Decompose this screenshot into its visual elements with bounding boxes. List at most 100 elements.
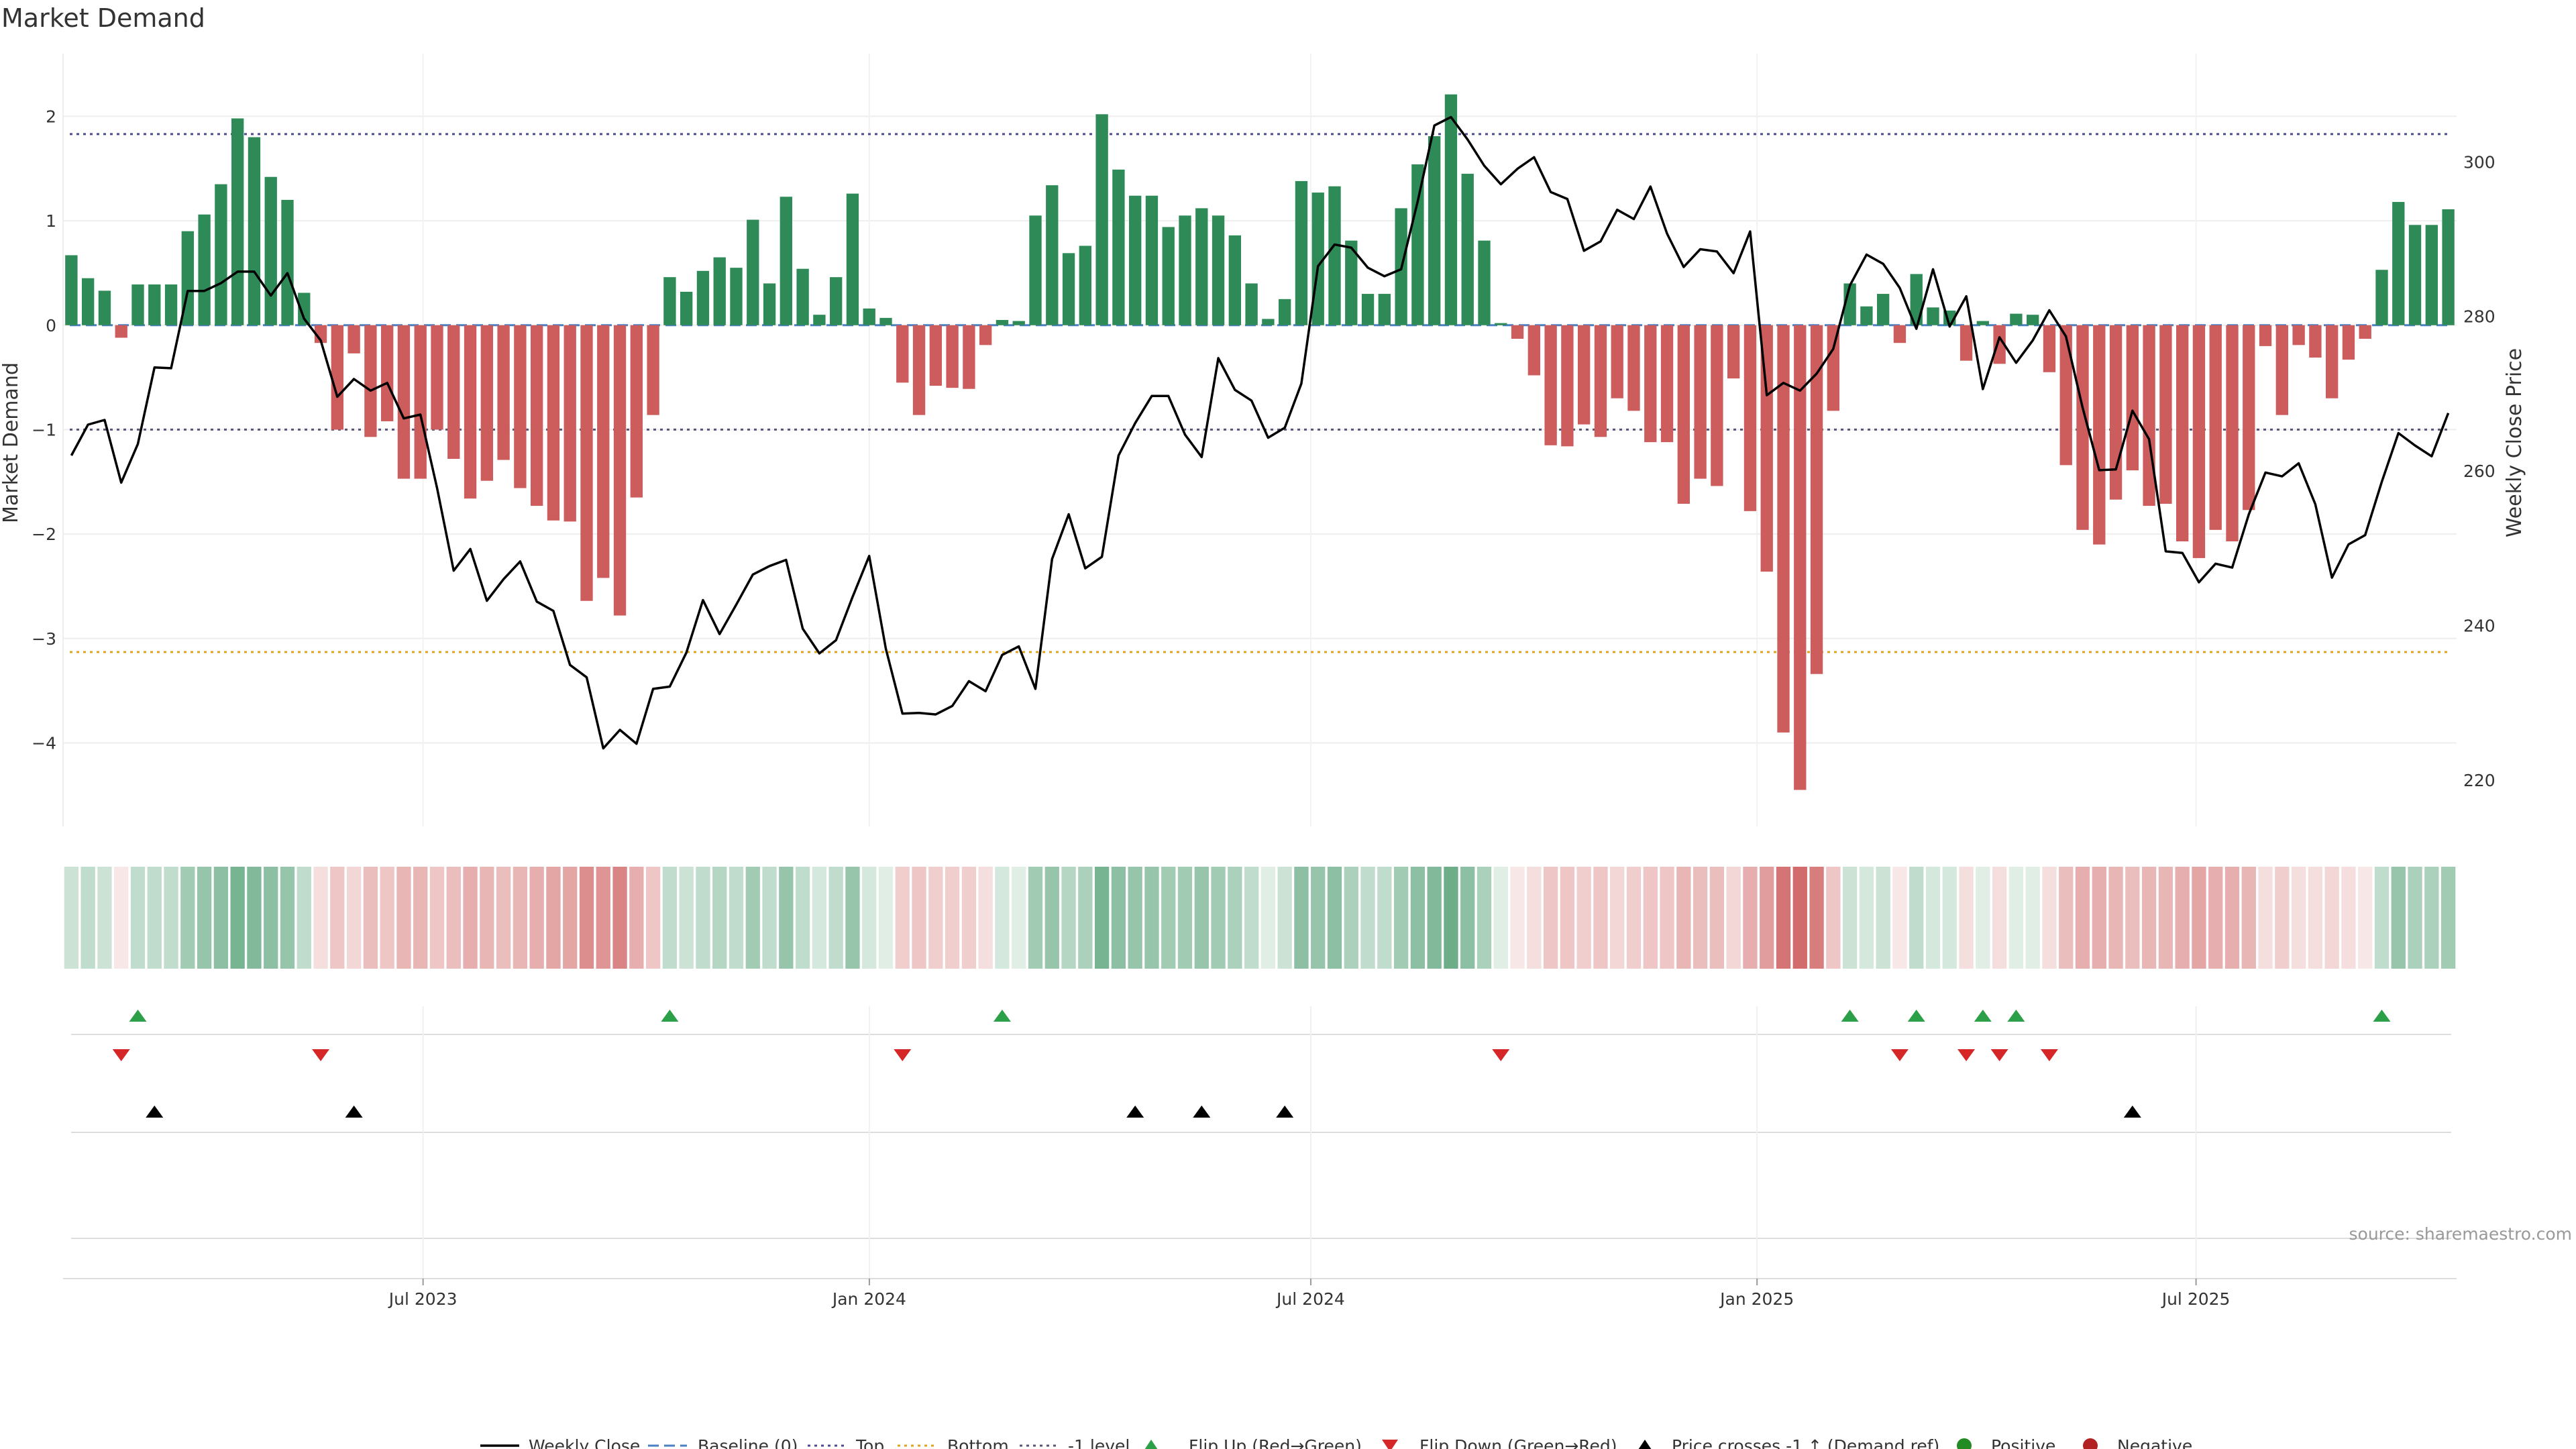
demand-bar — [2192, 325, 2206, 558]
demand-bar — [431, 325, 443, 430]
demand-bar — [148, 284, 161, 325]
heat-cell — [828, 867, 843, 969]
demand-bar — [2342, 325, 2355, 360]
heat-cell — [1709, 867, 1725, 969]
heat-cell — [1128, 867, 1142, 969]
legend-positive-label: Positive — [1991, 1436, 2055, 1449]
demand-bar — [2176, 325, 2189, 542]
heat-cell — [147, 867, 162, 969]
heat-cell — [1992, 867, 2007, 969]
heat-cell — [928, 867, 943, 969]
demand-bar — [630, 325, 643, 498]
heat-cell — [2208, 867, 2223, 969]
flip-down-marker — [1990, 1049, 2008, 1061]
heat-cell — [2374, 867, 2390, 969]
heat-cell — [1959, 867, 1974, 969]
demand-bar — [979, 325, 992, 345]
heat-cell — [1760, 867, 1774, 969]
demand-bar — [1960, 325, 1973, 361]
demand-bar — [647, 325, 659, 415]
left-axis-title: Market Demand — [0, 362, 23, 523]
demand-bar — [1029, 215, 1042, 325]
heat-cell — [413, 867, 428, 969]
demand-bar — [564, 325, 576, 522]
demand-bar — [1893, 325, 1907, 343]
demand-bar — [2442, 209, 2455, 325]
heat-cell — [2424, 867, 2439, 969]
heat-cell — [729, 867, 744, 969]
demand-heat-strip — [64, 867, 2456, 969]
y2-tick-label: 260 — [2463, 462, 2496, 481]
heat-cell — [2059, 867, 2074, 969]
heat-cell — [645, 867, 661, 969]
y-tick-label: −3 — [32, 629, 56, 649]
x-tick-label: Jul 2023 — [388, 1289, 458, 1309]
heat-cell — [529, 867, 544, 969]
x-axis: Jul 2023 Jan 2024 Jul 2024 Jan 2025 Jul 2025 — [388, 1279, 2230, 1309]
demand-bar — [1577, 325, 1591, 425]
demand-bar — [2076, 325, 2089, 530]
demand-bar — [846, 193, 859, 325]
heat-cell — [213, 867, 229, 969]
heat-cell — [1925, 867, 1941, 969]
heat-cell — [2025, 867, 2040, 969]
demand-bar — [2359, 325, 2371, 339]
x-tick-label: Jan 2024 — [831, 1289, 906, 1309]
heat-cell — [346, 867, 362, 969]
heat-cell — [180, 867, 195, 969]
demand-bar — [1927, 307, 1939, 325]
heat-cell — [1344, 867, 1358, 969]
heat-cell — [662, 867, 678, 969]
demand-bar — [1195, 208, 1208, 325]
price-cross-marker — [1126, 1106, 1144, 1118]
demand-bar — [231, 118, 244, 325]
legend-item-bottom: Bottom — [898, 1436, 1009, 1449]
heat-cell — [1360, 867, 1375, 969]
legend-item-negative: Negative — [2083, 1436, 2192, 1449]
demand-bar — [996, 319, 1009, 325]
demand-bar — [1743, 325, 1757, 511]
heat-cell — [2158, 867, 2174, 969]
source-label: source: sharemaestro.com — [2349, 1224, 2573, 1244]
heat-cell — [80, 867, 95, 969]
flip-up-marker — [129, 1010, 147, 1022]
heat-cell — [2141, 867, 2157, 969]
legend-item-baseline: Baseline (0) — [648, 1436, 798, 1449]
demand-bar — [364, 325, 377, 437]
heat-cell — [513, 867, 528, 969]
demand-bar — [780, 197, 793, 325]
heat-cell — [1260, 867, 1276, 969]
heat-cell — [1643, 867, 1658, 969]
price-cross-markers — [146, 1106, 2141, 1118]
heat-cell — [1410, 867, 1426, 969]
heat-cell — [1427, 867, 1442, 969]
heat-cell — [1177, 867, 1193, 969]
legend-close-label: Weekly Close — [529, 1436, 640, 1449]
flip-up-marker — [2373, 1010, 2391, 1022]
right-axis-title: Weekly Close Price — [2503, 348, 2526, 537]
y2-tick-label: 280 — [2463, 307, 2496, 327]
heat-cell — [2175, 867, 2190, 969]
heat-cell — [563, 867, 578, 969]
heat-cell — [2224, 867, 2240, 969]
demand-bar — [115, 325, 127, 338]
demand-bar — [1976, 321, 1990, 325]
heat-cell — [429, 867, 445, 969]
main-panel: 2 1 0 −1 −2 −3 −4 300 280 260 240 220 — [32, 54, 2496, 826]
demand-bar — [1561, 325, 1574, 447]
demand-bar — [1627, 325, 1640, 411]
demand-bar — [879, 317, 892, 325]
heat-cell — [1726, 867, 1741, 969]
demand-bar — [98, 290, 111, 325]
demand-bar — [1411, 164, 1424, 325]
price-cross-marker — [2123, 1106, 2141, 1118]
demand-bar — [2109, 325, 2123, 500]
heat-cell — [1693, 867, 1708, 969]
legend-bottom-label: Bottom — [947, 1436, 1009, 1449]
heat-cell — [64, 867, 79, 969]
demand-bar — [896, 325, 909, 383]
demand-bar — [2408, 225, 2422, 325]
flip-down-marker — [1492, 1049, 1510, 1061]
heat-cell — [1327, 867, 1342, 969]
heat-cell — [2125, 867, 2140, 969]
